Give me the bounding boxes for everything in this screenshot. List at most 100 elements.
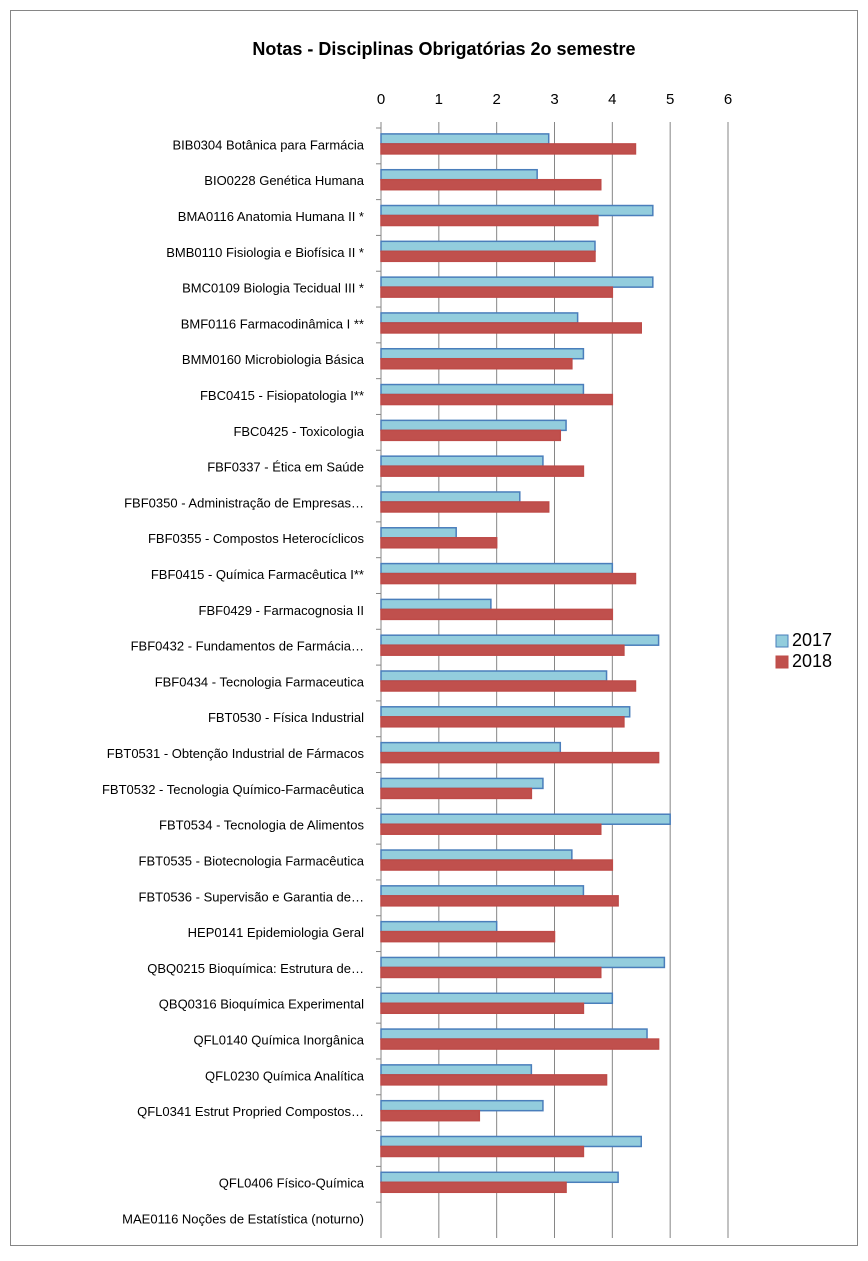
bar (380, 787, 533, 800)
bar (380, 670, 608, 682)
bar (380, 240, 596, 253)
bar (380, 286, 614, 298)
legend-label: 2018 (792, 651, 832, 671)
bar (380, 1181, 567, 1194)
bar (380, 572, 637, 585)
y-tick-label: HEP0141 Epidemiologia Geral (188, 925, 364, 940)
chart-frame (10, 10, 858, 1246)
bar (380, 312, 579, 324)
bar (380, 276, 654, 288)
y-tick-label: QFL0230 Química Analítica (205, 1068, 365, 1083)
y-tick-label: QFL0140 Química Inorgânica (193, 1033, 364, 1048)
y-tick-label: QFL0406 Físico-Química (219, 1176, 365, 1191)
y-tick-label: FBF0337 - Ética em Saúde (207, 460, 364, 475)
bar (380, 322, 642, 334)
bar (380, 429, 562, 442)
y-tick-label: BMA0116 Anatomia Humana II * (178, 209, 364, 224)
x-tick-label: 2 (492, 91, 500, 108)
y-tick-label: FBF0434 - Tecnologia Farmaceutica (155, 674, 365, 689)
bar (380, 1028, 648, 1040)
y-tick-label: BMM0160 Microbiologia Básica (182, 352, 365, 367)
legend-label: 2017 (792, 630, 832, 650)
x-tick-label: 5 (666, 91, 674, 108)
y-tick-label: BMB0110 Fisiologia e Biofísica II * (166, 245, 364, 260)
x-tick-label: 1 (435, 91, 443, 108)
bar (380, 706, 631, 718)
bar (380, 1145, 585, 1158)
y-tick-label: MAE0116 Noções de Estatística (noturno) (122, 1212, 364, 1227)
bar (380, 383, 585, 396)
bar (380, 1109, 481, 1122)
bar (380, 537, 498, 549)
bar (380, 741, 562, 754)
y-tick-label: FBC0415 - Fisiopatologia I** (200, 388, 364, 403)
y-tick-label: FBF0432 - Fundamentos de Farmácia… (131, 639, 364, 654)
y-tick-label: FBF0429 - Farmacognosia II (199, 603, 364, 618)
bar (380, 598, 492, 611)
y-tick-label: FBT0535 - Biotecnologia Farmacêutica (139, 853, 365, 868)
bar (380, 813, 671, 825)
bar (380, 634, 660, 646)
x-tick-label: 4 (608, 91, 616, 108)
bar (380, 250, 596, 263)
bar (380, 1038, 660, 1050)
bar (380, 1064, 533, 1076)
bar (380, 1099, 544, 1112)
bar (380, 562, 614, 575)
y-tick-label: FBF0350 - Administração de Empresas… (124, 495, 364, 510)
bar (380, 956, 666, 969)
y-tick-label: QFL0341 Estrut Propried Compostos… (137, 1104, 364, 1119)
bar (380, 393, 614, 406)
bar (380, 455, 544, 467)
bar (380, 777, 544, 790)
bar (380, 992, 614, 1005)
y-tick-label: QBQ0215 Bioquímica: Estrutura de… (147, 961, 364, 976)
x-tick-label: 6 (724, 91, 732, 108)
y-tick-label: QBQ0316 Bioquímica Experimental (159, 997, 364, 1012)
y-tick-label: FBC0425 - Toxicologia (233, 424, 364, 439)
bar (380, 1135, 642, 1148)
y-tick-label: BIO0228 Genética Humana (204, 173, 364, 188)
bar (380, 419, 567, 432)
bar (380, 1171, 619, 1184)
bar (380, 608, 614, 621)
legend-swatch (775, 655, 789, 669)
bar (380, 501, 550, 513)
bar (380, 1074, 608, 1086)
y-tick-label: FBF0415 - Química Farmacêutica I** (151, 567, 364, 582)
y-tick-label: FBT0536 - Supervisão e Garantia de… (139, 889, 364, 904)
y-tick-label: FBT0532 - Tecnologia Químico-Farmacêutic… (102, 782, 365, 797)
bar (380, 895, 619, 907)
bar (380, 168, 538, 181)
bar (380, 357, 573, 370)
bar (380, 751, 660, 764)
bar (380, 143, 637, 155)
bar (380, 680, 637, 692)
y-tick-label: FBT0534 - Tecnologia de Alimentos (159, 818, 364, 833)
bar (380, 465, 585, 477)
bar (380, 823, 602, 835)
bar (380, 133, 550, 145)
bar (380, 859, 614, 871)
bar (380, 644, 625, 656)
y-tick-label: FBT0530 - Física Industrial (208, 710, 364, 725)
y-tick-label: BIB0304 Botânica para Farmácia (173, 137, 365, 152)
bar (380, 1002, 585, 1015)
x-tick-label: 3 (550, 91, 558, 108)
bar (380, 849, 573, 861)
y-tick-label: BMF0116 Farmacodinâmica I ** (181, 316, 364, 331)
bar (380, 930, 556, 943)
y-tick-label: BMC0109 Biologia Tecidual III * (182, 281, 364, 296)
bar (380, 214, 599, 227)
bar (380, 204, 654, 217)
x-tick-label: 0 (377, 91, 385, 108)
bar (380, 966, 602, 979)
chart-title: Notas - Disciplinas Obrigatórias 2o seme… (252, 39, 635, 59)
legend-swatch (775, 634, 789, 648)
bar (380, 178, 602, 191)
y-tick-label: FBF0355 - Compostos Heterocíclicos (148, 531, 365, 546)
bar (380, 347, 585, 360)
bar (380, 920, 498, 933)
y-tick-label: FBT0531 - Obtenção Industrial de Fármaco… (107, 746, 365, 761)
